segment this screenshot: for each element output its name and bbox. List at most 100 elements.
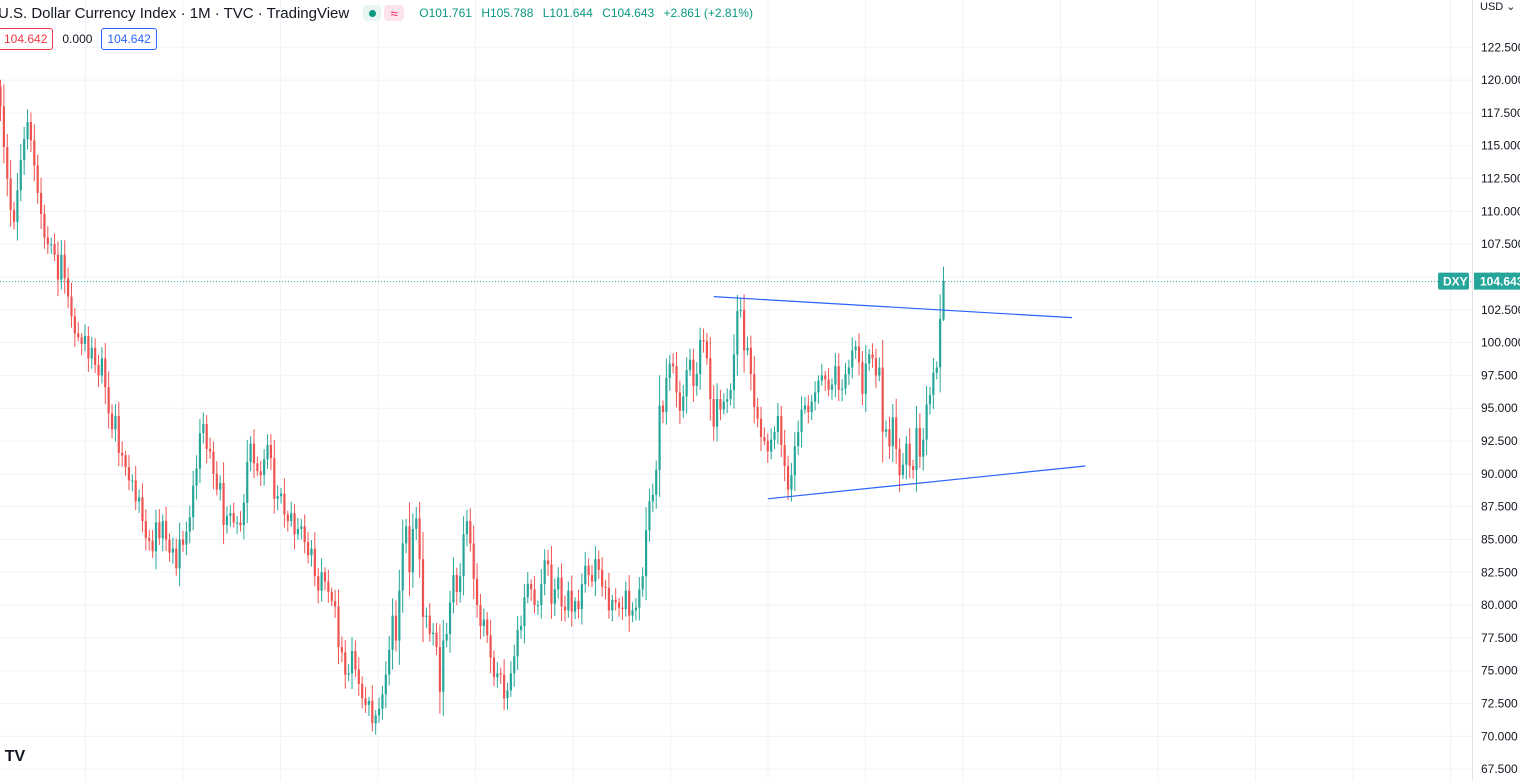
- candle-body: [313, 548, 316, 577]
- candle-body: [905, 443, 908, 465]
- y-tick-label: 102.500: [1481, 303, 1520, 317]
- candle-body: [888, 429, 891, 447]
- candle-body: [26, 122, 29, 140]
- low-label: L: [542, 6, 550, 20]
- currency-selector[interactable]: USD ⌄: [1480, 0, 1516, 13]
- candle-body: [861, 362, 864, 394]
- tradingview-logo[interactable]: TV: [0, 746, 30, 768]
- candle-body: [90, 347, 93, 359]
- candle-body: [479, 605, 482, 627]
- candle-body: [472, 543, 475, 579]
- candle-body: [939, 318, 942, 368]
- candle-body: [296, 528, 300, 535]
- y-tick-label: 87.500: [1481, 500, 1518, 514]
- candle-body: [317, 576, 320, 591]
- candle-body: [242, 502, 245, 526]
- y-tick-label: 107.500: [1481, 237, 1520, 251]
- candle-body: [932, 372, 935, 396]
- candle-body: [878, 367, 881, 376]
- candle-body: [236, 522, 239, 524]
- candle-body: [124, 455, 127, 468]
- candle-body: [452, 574, 455, 603]
- y-tick-label: 112.500: [1481, 172, 1520, 186]
- candle-body: [830, 384, 834, 390]
- candle-body: [736, 311, 739, 355]
- candle-body: [753, 374, 756, 407]
- candle-body: [871, 354, 874, 359]
- ohlc-values: O101.761 H105.788 L101.644 C104.643 +2.8…: [419, 6, 753, 20]
- candle-body: [901, 464, 905, 476]
- candle-body: [908, 443, 911, 466]
- candle-body: [925, 404, 928, 440]
- logo-text: TV: [4, 748, 26, 765]
- candle-body: [215, 473, 218, 490]
- candle-body: [462, 534, 465, 577]
- candle-body: [2, 106, 5, 148]
- candle-body: [719, 399, 722, 410]
- candle-body: [489, 635, 492, 658]
- candle-body: [557, 577, 560, 590]
- market-status-icon[interactable]: [363, 5, 382, 21]
- candle-body: [208, 448, 212, 452]
- candle-body: [874, 358, 878, 376]
- candle-body: [188, 517, 191, 532]
- candle-body: [841, 388, 844, 390]
- y-tick-label: 80.000: [1481, 598, 1518, 612]
- symbol-badge[interactable]: [1438, 272, 1469, 290]
- candle-body: [922, 439, 925, 457]
- candle-body: [421, 559, 425, 617]
- y-tick-label: 72.500: [1481, 697, 1518, 711]
- candle-body: [692, 359, 695, 386]
- candle-body: [509, 673, 512, 691]
- candle-body: [23, 139, 26, 161]
- candle-body: [617, 602, 621, 608]
- candle-body: [219, 483, 222, 490]
- candle-body: [590, 574, 594, 582]
- candle-body: [543, 560, 546, 585]
- candle-body: [114, 416, 117, 430]
- y-tick-label: 100.000: [1481, 336, 1520, 350]
- candle-body: [222, 483, 225, 526]
- candle-body: [107, 387, 110, 414]
- candle-body: [320, 572, 323, 591]
- candle-body: [168, 539, 171, 553]
- candle-body: [793, 446, 796, 476]
- candle-body: [266, 444, 269, 460]
- candle-body: [405, 526, 408, 544]
- candle-body: [97, 364, 100, 376]
- candle-body: [401, 543, 404, 591]
- candle-body: [364, 698, 367, 705]
- candle-body: [195, 468, 198, 486]
- candle-body: [117, 416, 120, 453]
- indicator-value-red: 104.642: [0, 28, 54, 50]
- candle-body: [110, 413, 114, 430]
- candle-body: [523, 597, 526, 627]
- candle-body: [661, 405, 665, 413]
- trendline-upper[interactable]: [713, 296, 1072, 319]
- wave-icon[interactable]: ≈: [384, 5, 405, 21]
- candle-body: [141, 497, 144, 522]
- candle-body: [486, 619, 489, 636]
- candle-body: [411, 528, 414, 573]
- candle-body: [29, 122, 33, 141]
- candle-body: [425, 615, 428, 617]
- candle-body: [77, 333, 80, 338]
- candle-body: [398, 590, 401, 641]
- candle-body: [60, 254, 63, 280]
- symbol-title[interactable]: U.S. Dollar Currency Index · 1M · TVC · …: [0, 4, 350, 22]
- candle-body: [50, 244, 53, 246]
- candle-body: [19, 160, 22, 191]
- candle-body: [786, 465, 790, 490]
- candle-body: [12, 210, 16, 222]
- candle-body: [567, 590, 570, 611]
- trendline-lower[interactable]: [767, 465, 1086, 500]
- candle-body: [884, 429, 888, 432]
- candle-body: [377, 708, 381, 716]
- candle-body: [482, 619, 485, 627]
- candle-body: [394, 615, 398, 641]
- candle-body: [148, 538, 151, 541]
- candle-body: [448, 602, 452, 634]
- candle-body: [732, 354, 736, 390]
- candle-body: [851, 350, 854, 368]
